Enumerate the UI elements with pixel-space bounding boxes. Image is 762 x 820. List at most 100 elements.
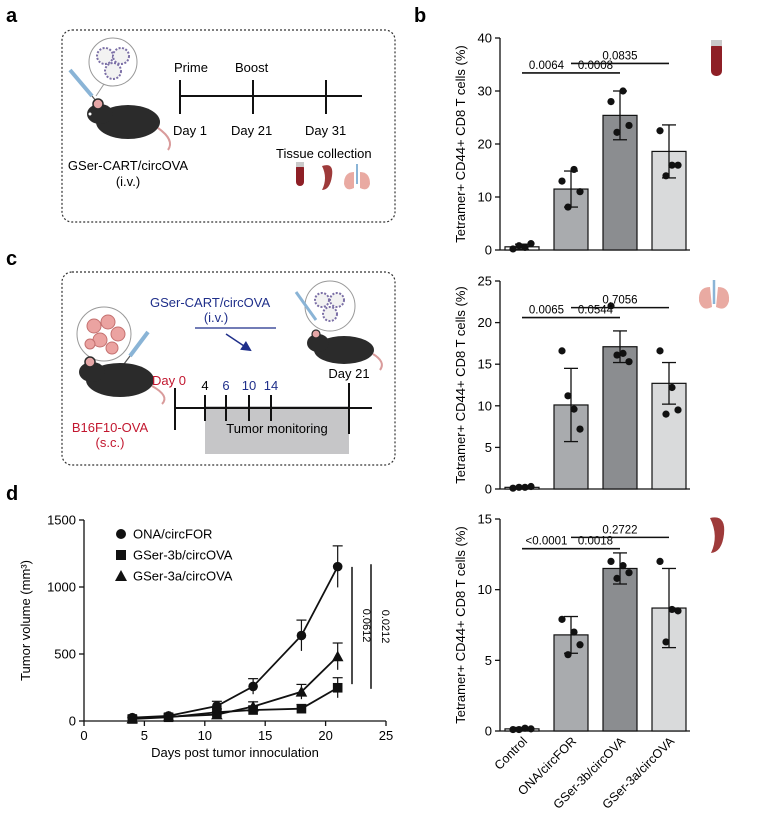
label-day0: Day 0 bbox=[152, 373, 186, 388]
data-point bbox=[625, 121, 633, 130]
p-value-label: 0.7056 bbox=[602, 295, 637, 307]
data-point bbox=[656, 347, 664, 355]
label-d6: 6 bbox=[222, 378, 229, 393]
y-tick-label: 5 bbox=[485, 653, 492, 668]
series-line bbox=[132, 655, 339, 720]
p-value-label: 0.0064 bbox=[529, 60, 565, 72]
lung-icon bbox=[698, 280, 730, 309]
bar bbox=[602, 567, 638, 732]
data-point bbox=[625, 569, 633, 577]
data-point bbox=[570, 165, 578, 174]
data-point bbox=[509, 725, 517, 734]
data-point bbox=[115, 570, 127, 581]
data-point bbox=[332, 561, 343, 572]
y-tick-label: 0 bbox=[69, 714, 76, 729]
treatment-arrow bbox=[225, 333, 252, 352]
p-value-label: 0.0612 bbox=[360, 609, 372, 643]
bar bbox=[602, 346, 638, 490]
data-point bbox=[247, 700, 259, 712]
y-tick-label: 0 bbox=[485, 243, 492, 258]
data-point bbox=[558, 615, 566, 623]
label-day1: Day 1 bbox=[173, 123, 207, 138]
data-point bbox=[576, 641, 584, 649]
data-point bbox=[613, 574, 621, 582]
data-point bbox=[564, 651, 572, 659]
label-day31: Day 31 bbox=[305, 123, 346, 138]
tumor-growth-chart: 0 500 1000 1500 0 5 10 15 20 25 Days post tumor in… bbox=[18, 513, 393, 761]
y-tick-label: 25 bbox=[478, 274, 492, 289]
category-label: Control bbox=[492, 734, 530, 772]
tumor-cells-icon bbox=[76, 306, 132, 362]
series-line bbox=[132, 686, 339, 720]
data-point bbox=[331, 650, 344, 662]
data-point bbox=[656, 557, 664, 566]
y-tick-label: 40 bbox=[478, 31, 492, 46]
p-value-label: 0.0212 bbox=[379, 610, 391, 644]
y-tick-label: 0 bbox=[485, 482, 492, 497]
data-point bbox=[613, 128, 621, 136]
schedule-a-frame bbox=[61, 29, 396, 223]
y-tick-label: 15 bbox=[478, 357, 492, 372]
data-point bbox=[515, 725, 523, 734]
x-tick-label: 20 bbox=[318, 728, 332, 743]
series-line bbox=[132, 566, 339, 719]
data-point bbox=[668, 383, 676, 392]
data-point bbox=[515, 242, 523, 250]
schedule-c-route: (i.v.) bbox=[204, 310, 228, 325]
y-axis-label: Tetramer+ CD44+ CD8 T cells (%) bbox=[453, 45, 468, 242]
x-tick-label: 0 bbox=[80, 728, 87, 743]
label-day21: Day 21 bbox=[328, 366, 369, 381]
data-point bbox=[662, 172, 670, 180]
blood-tube-icon bbox=[296, 162, 304, 186]
data-point bbox=[619, 349, 627, 357]
schedule-a-treatment: GSer-CART/circOVA bbox=[68, 158, 188, 173]
mouse-icon bbox=[294, 280, 383, 371]
data-point bbox=[126, 712, 139, 724]
data-point bbox=[674, 406, 682, 414]
schedule-c-tumor: B16F10-OVA bbox=[72, 420, 149, 435]
data-point bbox=[558, 347, 566, 355]
spleen-icon bbox=[322, 165, 333, 190]
data-point bbox=[296, 703, 307, 714]
data-point bbox=[332, 682, 343, 693]
nanoparticle-icon bbox=[88, 37, 138, 97]
data-point bbox=[607, 557, 615, 566]
data-point bbox=[295, 685, 308, 697]
data-point bbox=[613, 351, 621, 359]
data-point bbox=[521, 483, 529, 491]
bar-chart-category-labels: ControlONA/circFORGSer-3b/circOVAGSer-3a… bbox=[492, 734, 678, 812]
label-tumor-monitoring: Tumor monitoring bbox=[226, 421, 327, 436]
x-axis-label: Days post tumor innoculation bbox=[151, 745, 319, 760]
label-prime: Prime bbox=[174, 60, 208, 75]
bar-chart-spleen: 0 5 10 15 Tetramer+ CD44+ CD8 T cells (%) <0.… bbox=[453, 512, 690, 739]
label-d14: 14 bbox=[264, 378, 278, 393]
y-tick-label: 10 bbox=[478, 190, 492, 205]
y-tick-label: 30 bbox=[478, 84, 492, 99]
blood-tube-icon bbox=[711, 40, 722, 76]
y-tick-label: 10 bbox=[478, 582, 492, 597]
monitoring-box bbox=[205, 406, 349, 454]
data-point bbox=[521, 724, 529, 732]
y-tick-label: 0 bbox=[485, 724, 492, 739]
legend-label: GSer-3b/circOVA bbox=[133, 548, 233, 563]
data-point bbox=[625, 358, 633, 366]
y-axis-label: Tumor volume (mm³) bbox=[18, 560, 33, 681]
data-point bbox=[162, 710, 175, 722]
y-tick-label: 1500 bbox=[47, 513, 76, 528]
data-point bbox=[674, 161, 682, 169]
mouse-icon bbox=[79, 356, 166, 405]
panel-letter-a: a bbox=[6, 5, 18, 27]
schedule-a: GSer-CART/circOVA (i.v.) Prime Boost Day… bbox=[61, 29, 396, 223]
bar-chart-lung: 0 5 10 15 20 25 Tetramer+ CD44+ CD8 T cells (%… bbox=[453, 274, 690, 497]
panel-letter-d: d bbox=[6, 483, 18, 505]
data-point bbox=[656, 127, 664, 135]
data-point bbox=[570, 628, 578, 636]
schedule-c-tumor-route: (s.c.) bbox=[96, 435, 125, 450]
y-tick-label: 10 bbox=[478, 398, 492, 413]
lung-icon bbox=[344, 164, 370, 190]
data-point bbox=[564, 203, 572, 211]
data-point bbox=[619, 87, 627, 95]
p-value-label: 0.0065 bbox=[529, 305, 564, 317]
y-tick-label: 1000 bbox=[47, 580, 76, 595]
syringe-icon bbox=[123, 330, 150, 365]
